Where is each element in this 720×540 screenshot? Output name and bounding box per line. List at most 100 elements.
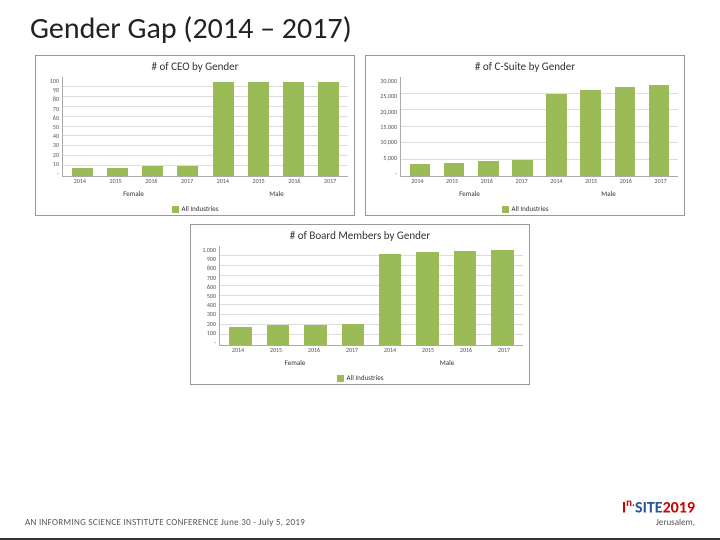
x-axis: 20142015201620172014201520162017 bbox=[42, 177, 348, 185]
logo-block: In.SITE2019 Jerusalem, bbox=[622, 496, 695, 528]
bar-slot bbox=[505, 77, 539, 176]
x-tick: 2016 bbox=[288, 177, 300, 185]
bar-slot bbox=[259, 246, 296, 345]
bars bbox=[401, 77, 678, 176]
bar-slot bbox=[334, 246, 371, 345]
x-axis: 20142015201620172014201520162017 bbox=[197, 346, 523, 354]
y-tick: 10,000 bbox=[380, 138, 397, 146]
bar bbox=[615, 87, 635, 176]
x-tick: 2015 bbox=[270, 346, 282, 354]
bar-slot bbox=[540, 77, 574, 176]
y-tick: 30 bbox=[53, 141, 59, 149]
bar-slot bbox=[100, 77, 135, 176]
bar-slot bbox=[241, 77, 276, 176]
bar bbox=[444, 163, 464, 176]
chart-area: 100908070605040302010- bbox=[42, 77, 348, 177]
group-labels: FemaleMale bbox=[197, 358, 523, 367]
bar-slot bbox=[574, 77, 608, 176]
legend: All Industries bbox=[42, 204, 348, 213]
x-tick: 2016 bbox=[481, 177, 493, 185]
bars bbox=[63, 77, 348, 176]
y-tick: 30,000 bbox=[380, 77, 397, 85]
logo-year: 2019 bbox=[663, 498, 695, 517]
bar bbox=[342, 324, 364, 345]
y-axis: 30,00025,00020,00015,00010,0005,000- bbox=[372, 77, 400, 177]
x-labels: 20142015201620172014201520162017 bbox=[400, 177, 678, 185]
x-spacer bbox=[372, 177, 400, 185]
bar-slot bbox=[642, 77, 676, 176]
y-tick: - bbox=[57, 169, 59, 177]
group-label: Male bbox=[539, 189, 678, 198]
bars bbox=[220, 246, 523, 345]
x-tick: 2014 bbox=[217, 177, 229, 185]
board-chart: # of Board Members by Gender1,0009008007… bbox=[190, 224, 530, 385]
y-tick: 1,000 bbox=[202, 246, 216, 254]
x-tick: 2017 bbox=[324, 177, 336, 185]
y-axis: 100908070605040302010- bbox=[42, 77, 62, 177]
bottom-row: # of Board Members by Gender1,0009008007… bbox=[25, 224, 695, 385]
bar bbox=[142, 166, 163, 176]
y-tick: 300 bbox=[207, 310, 216, 318]
x-axis: 20142015201620172014201520162017 bbox=[372, 177, 678, 185]
conference-text: AN INFORMING SCIENCE INSTITUTE CONFERENC… bbox=[25, 517, 305, 528]
bar bbox=[177, 166, 198, 176]
y-tick: 70 bbox=[53, 105, 59, 113]
x-tick: 2017 bbox=[516, 177, 528, 185]
x-spacer bbox=[197, 346, 219, 354]
legend: All Industries bbox=[197, 373, 523, 382]
y-tick: 90 bbox=[53, 86, 59, 94]
bar bbox=[229, 327, 251, 345]
bar bbox=[304, 325, 326, 345]
x-tick: 2017 bbox=[181, 177, 193, 185]
group-label: Female bbox=[219, 358, 371, 367]
y-tick: 800 bbox=[207, 264, 216, 272]
legend-swatch-icon bbox=[172, 206, 179, 213]
bar bbox=[248, 82, 269, 176]
bar bbox=[454, 251, 476, 345]
bar bbox=[649, 85, 669, 176]
logo-n: n. bbox=[626, 496, 635, 509]
bar-slot bbox=[135, 77, 170, 176]
y-tick: 80 bbox=[53, 95, 59, 103]
x-tick: 2017 bbox=[655, 177, 667, 185]
y-tick: 500 bbox=[207, 292, 216, 300]
bar bbox=[410, 164, 430, 176]
group-spacer bbox=[42, 189, 62, 198]
x-labels: 20142015201620172014201520162017 bbox=[62, 177, 348, 185]
x-tick: 2016 bbox=[145, 177, 157, 185]
bar bbox=[491, 250, 513, 345]
x-tick: 2014 bbox=[232, 346, 244, 354]
y-tick: 20 bbox=[53, 151, 59, 159]
y-tick: 40 bbox=[53, 132, 59, 140]
x-tick: 2015 bbox=[110, 177, 122, 185]
y-tick: 100 bbox=[50, 77, 59, 85]
x-tick: 2014 bbox=[550, 177, 562, 185]
bar bbox=[267, 325, 289, 345]
legend-label: All Industries bbox=[182, 204, 219, 213]
ceo-chart: # of CEO by Gender100908070605040302010-… bbox=[35, 55, 355, 216]
bar bbox=[213, 82, 234, 176]
legend: All Industries bbox=[372, 204, 678, 213]
bar-slot bbox=[403, 77, 437, 176]
group-label: Female bbox=[400, 189, 539, 198]
chart-area: 1,000900800700600500400300200100- bbox=[197, 246, 523, 346]
y-tick: 25,000 bbox=[380, 92, 397, 100]
group-spacer bbox=[197, 358, 219, 367]
y-tick: 10 bbox=[53, 160, 59, 168]
y-tick: 100 bbox=[207, 329, 216, 337]
x-tick: 2016 bbox=[308, 346, 320, 354]
legend-label: All Industries bbox=[512, 204, 549, 213]
chart-area: 30,00025,00020,00015,00010,0005,000- bbox=[372, 77, 678, 177]
group-spacer bbox=[372, 189, 400, 198]
bar-slot bbox=[372, 246, 409, 345]
y-tick: - bbox=[214, 338, 216, 346]
bar-slot bbox=[222, 246, 259, 345]
bar-slot bbox=[311, 77, 346, 176]
y-tick: 5,000 bbox=[383, 154, 397, 162]
bar-slot bbox=[297, 246, 334, 345]
group-label: Male bbox=[371, 358, 523, 367]
top-row: # of CEO by Gender100908070605040302010-… bbox=[25, 55, 695, 216]
bar bbox=[478, 161, 498, 176]
group-labels: FemaleMale bbox=[372, 189, 678, 198]
x-tick: 2014 bbox=[411, 177, 423, 185]
